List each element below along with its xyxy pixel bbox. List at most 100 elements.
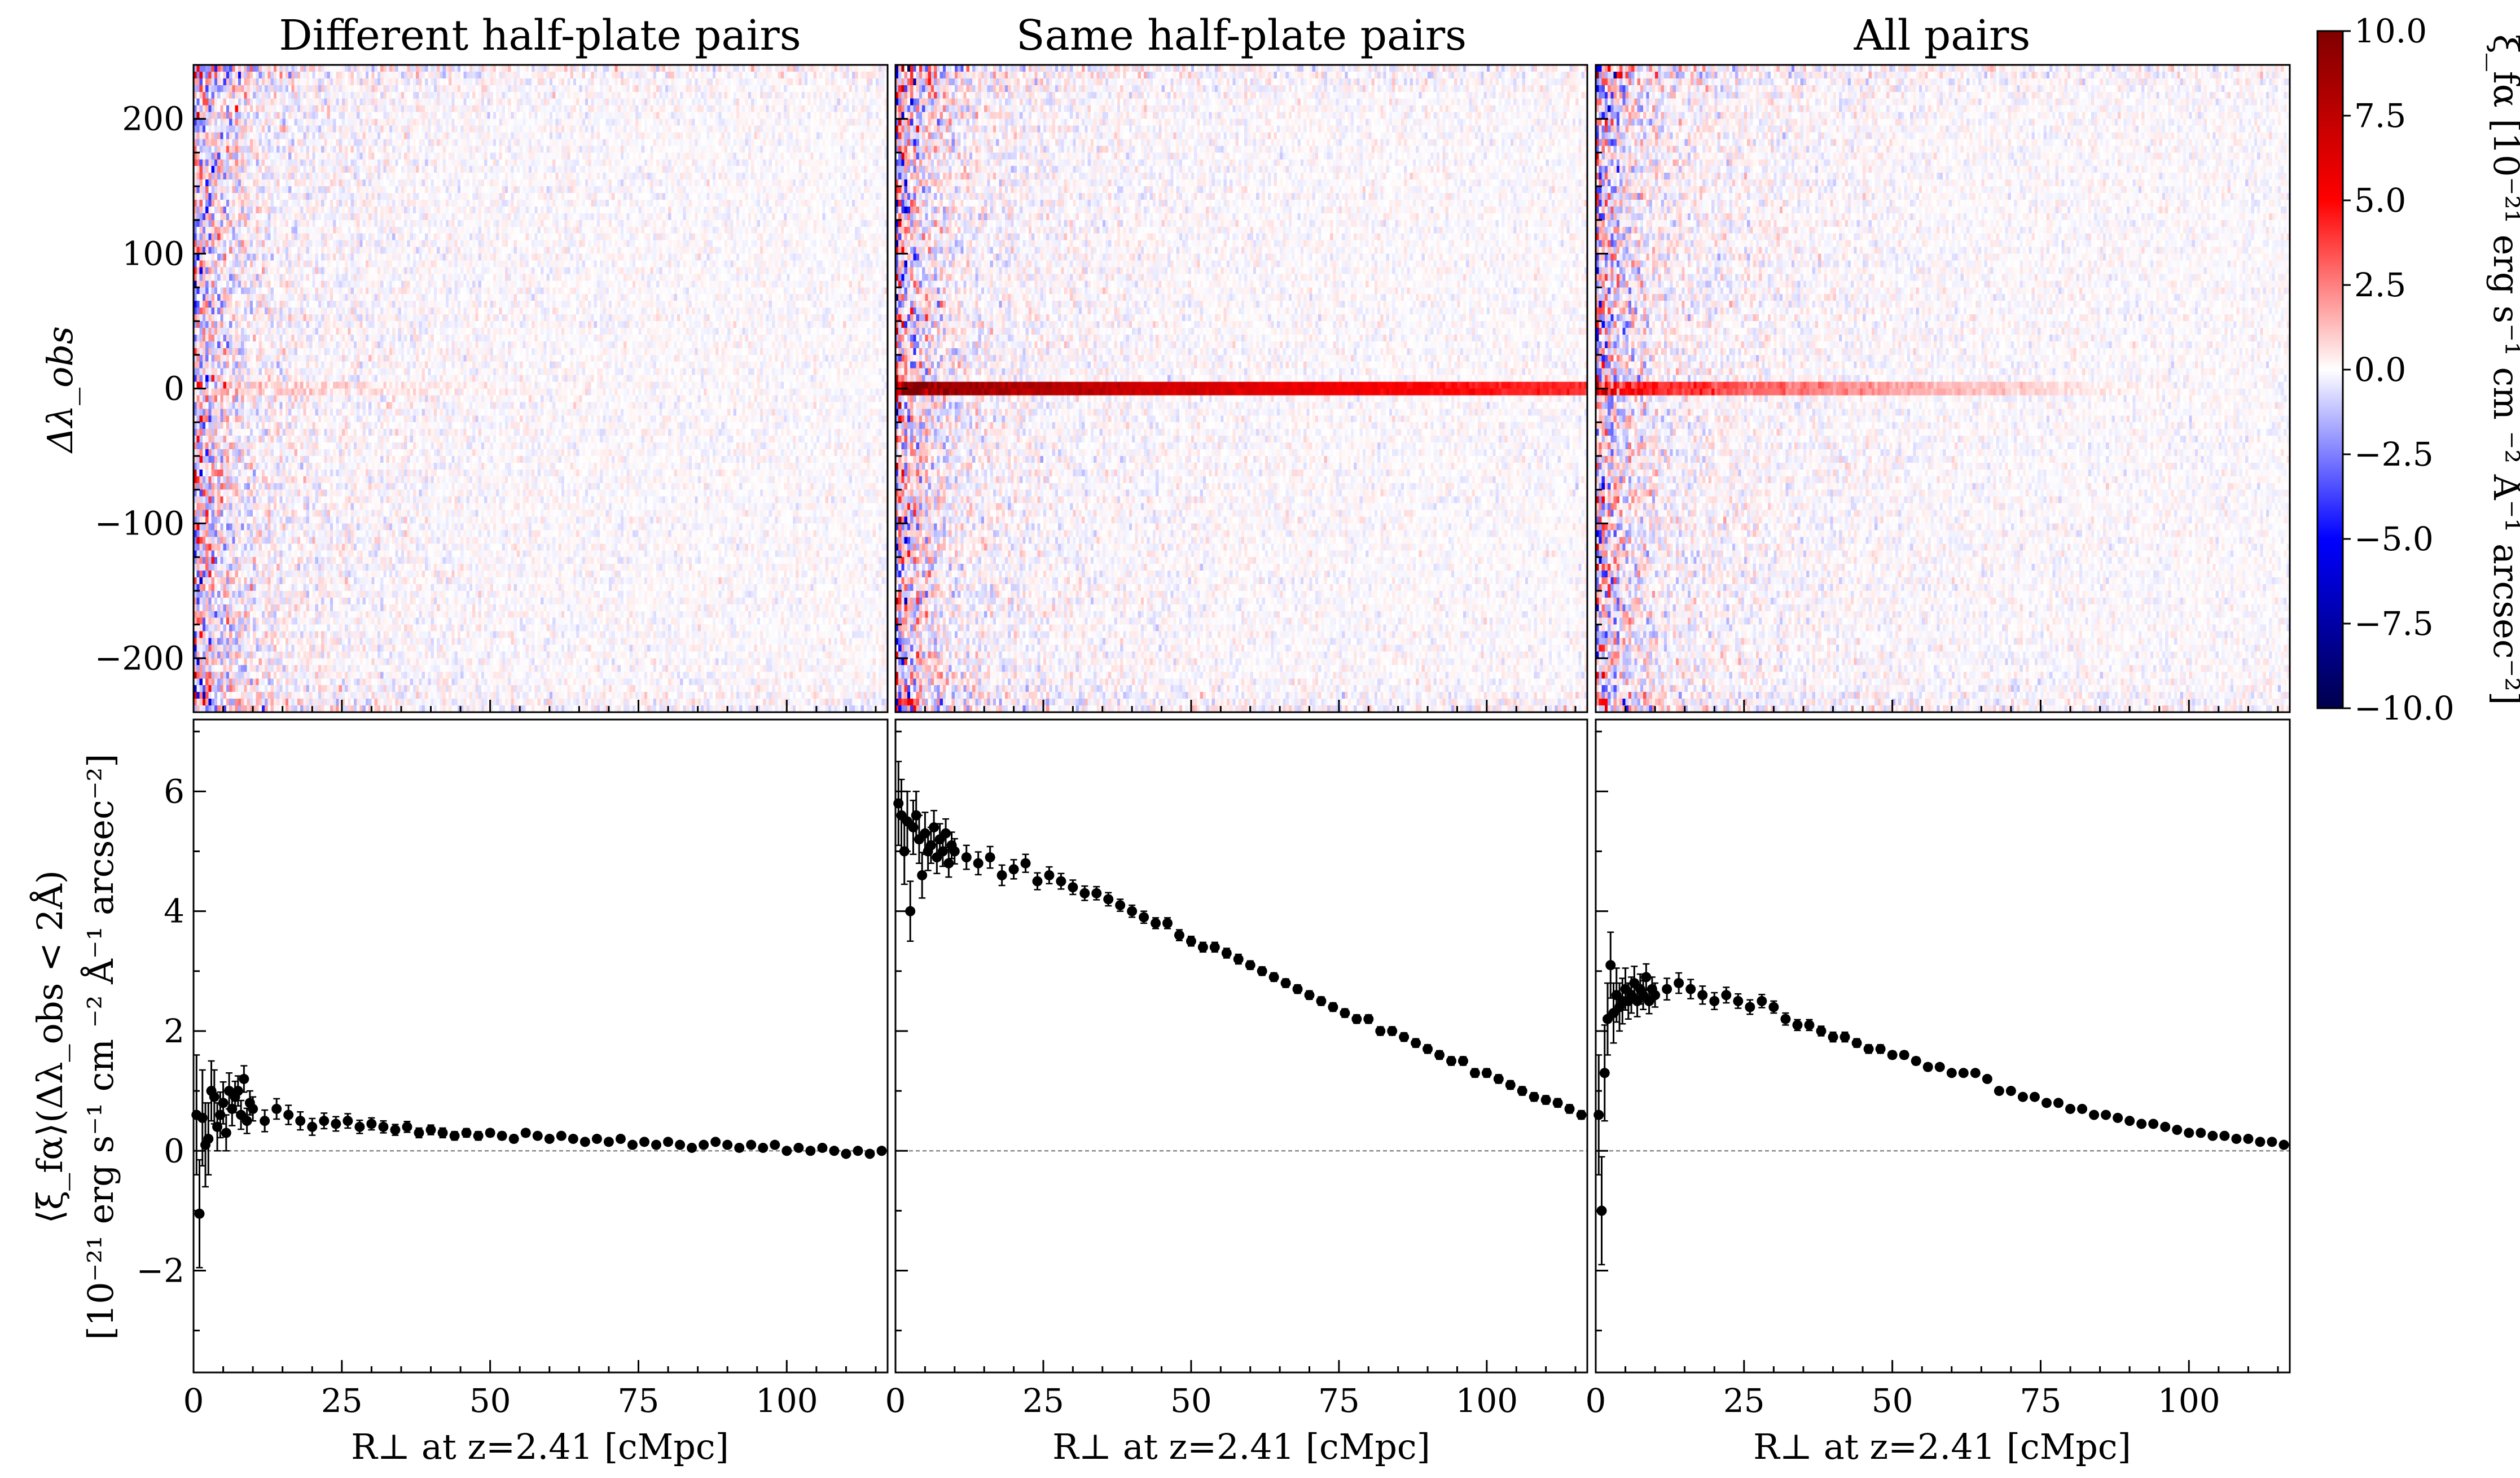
data-point (1852, 1038, 1862, 1048)
x-tick-label: 50 (1170, 1381, 1212, 1420)
heatmap-ylabel: Δλ_obs (39, 326, 81, 454)
data-point (331, 1119, 341, 1129)
data-point (1923, 1062, 1933, 1072)
data-point (1186, 936, 1196, 946)
data-point (209, 1092, 219, 1102)
data-point (758, 1143, 768, 1153)
x-tick-label: 100 (756, 1381, 818, 1420)
data-point (1899, 1050, 1909, 1060)
heatmap-cells (1596, 65, 2290, 713)
xlabel-left: R⊥ at z=2.41 [cMpc] (351, 1426, 729, 1467)
data-point (1792, 1020, 1802, 1030)
data-point (1162, 918, 1173, 928)
data-point (485, 1128, 495, 1138)
data-point (1079, 888, 1090, 898)
data-point (1222, 948, 1232, 958)
data-point (2113, 1113, 2123, 1123)
heatmap-panel-same-half-plate (895, 65, 1588, 713)
profile-panel-all-pairs: 0 25 50 75 100 (1586, 720, 2290, 1420)
data-point (1399, 1032, 1409, 1042)
colorbar-label: ξ_fα [10⁻²¹ erg s⁻¹ cm ⁻² Å⁻¹ arcsec⁻²] (2486, 34, 2520, 705)
data-point (1115, 900, 1125, 910)
x-tick-label: 25 (321, 1381, 363, 1420)
data-point (687, 1143, 697, 1153)
data-point (218, 1098, 229, 1108)
data-point (829, 1146, 839, 1156)
data-point (1828, 1032, 1838, 1042)
data-point (604, 1137, 614, 1147)
data-point (1044, 870, 1054, 880)
data-point (2207, 1131, 2218, 1141)
data-point (2089, 1110, 2099, 1120)
data-point (1982, 1074, 1992, 1084)
data-point (1505, 1080, 1516, 1090)
data-point (985, 852, 995, 862)
data-point (1387, 1026, 1397, 1036)
data-point (2101, 1110, 2111, 1120)
data-point (1411, 1038, 1421, 1048)
data-point (2124, 1116, 2135, 1126)
panel-title-all: All pairs (1854, 11, 2031, 60)
colorbar-tick-label: 5.0 (2354, 181, 2406, 220)
data-point (734, 1143, 744, 1153)
data-point (997, 870, 1007, 880)
x-tick-label: 0 (1586, 1381, 1606, 1420)
data-point (841, 1149, 851, 1159)
data-point (770, 1140, 780, 1150)
data-point (864, 1149, 875, 1159)
data-point (2219, 1131, 2229, 1141)
data-point (402, 1122, 412, 1132)
x-tick-label: 75 (1318, 1381, 1360, 1420)
data-point (651, 1140, 661, 1150)
data-point (509, 1134, 519, 1144)
data-point (1351, 1014, 1362, 1024)
data-point (2042, 1098, 2052, 1108)
data-point (2148, 1119, 2158, 1129)
data-point (1804, 1020, 1814, 1030)
data-point (1233, 954, 1244, 964)
data-point (497, 1131, 507, 1141)
data-point (793, 1143, 804, 1153)
data-point (1768, 1002, 1779, 1012)
x-tick-label: 25 (1723, 1381, 1765, 1420)
x-tick-label: 50 (1872, 1381, 1913, 1420)
data-point (2136, 1119, 2146, 1129)
data-point (462, 1128, 472, 1138)
data-point (1662, 984, 1672, 994)
y-tick-label: 4 (164, 892, 185, 931)
data-point (2184, 1128, 2194, 1138)
data-point (366, 1119, 376, 1129)
x-tick-label: 75 (618, 1381, 660, 1420)
data-point (521, 1128, 531, 1138)
colorbar-tick-label: −5.0 (2354, 520, 2434, 558)
data-point (1970, 1068, 1981, 1078)
data-point (545, 1134, 555, 1144)
data-point (1780, 1014, 1790, 1024)
y-tick-label: 6 (164, 772, 185, 810)
data-point (2077, 1104, 2087, 1114)
y-tick-label: 0 (164, 1131, 185, 1170)
data-point (1959, 1068, 1969, 1078)
x-tick-label: 100 (1456, 1381, 1518, 1420)
data-point (1434, 1050, 1445, 1060)
data-point (533, 1131, 543, 1141)
x-tick-label: 0 (183, 1381, 204, 1420)
x-tick-label: 0 (885, 1381, 906, 1420)
data-point (1316, 996, 1326, 1006)
data-point (592, 1134, 602, 1144)
data-point (962, 852, 972, 862)
data-point (917, 870, 927, 880)
data-point (239, 1074, 249, 1084)
data-point (950, 847, 960, 857)
colorbar-tick-label: −7.5 (2354, 604, 2434, 643)
data-point (1210, 942, 1220, 952)
data-point (2255, 1137, 2265, 1147)
data-point (1103, 894, 1113, 904)
y-tick-label: 100 (122, 235, 185, 273)
data-point (1745, 1002, 1755, 1012)
data-point (568, 1134, 578, 1144)
data-point (1446, 1056, 1456, 1066)
data-point (2160, 1122, 2170, 1132)
